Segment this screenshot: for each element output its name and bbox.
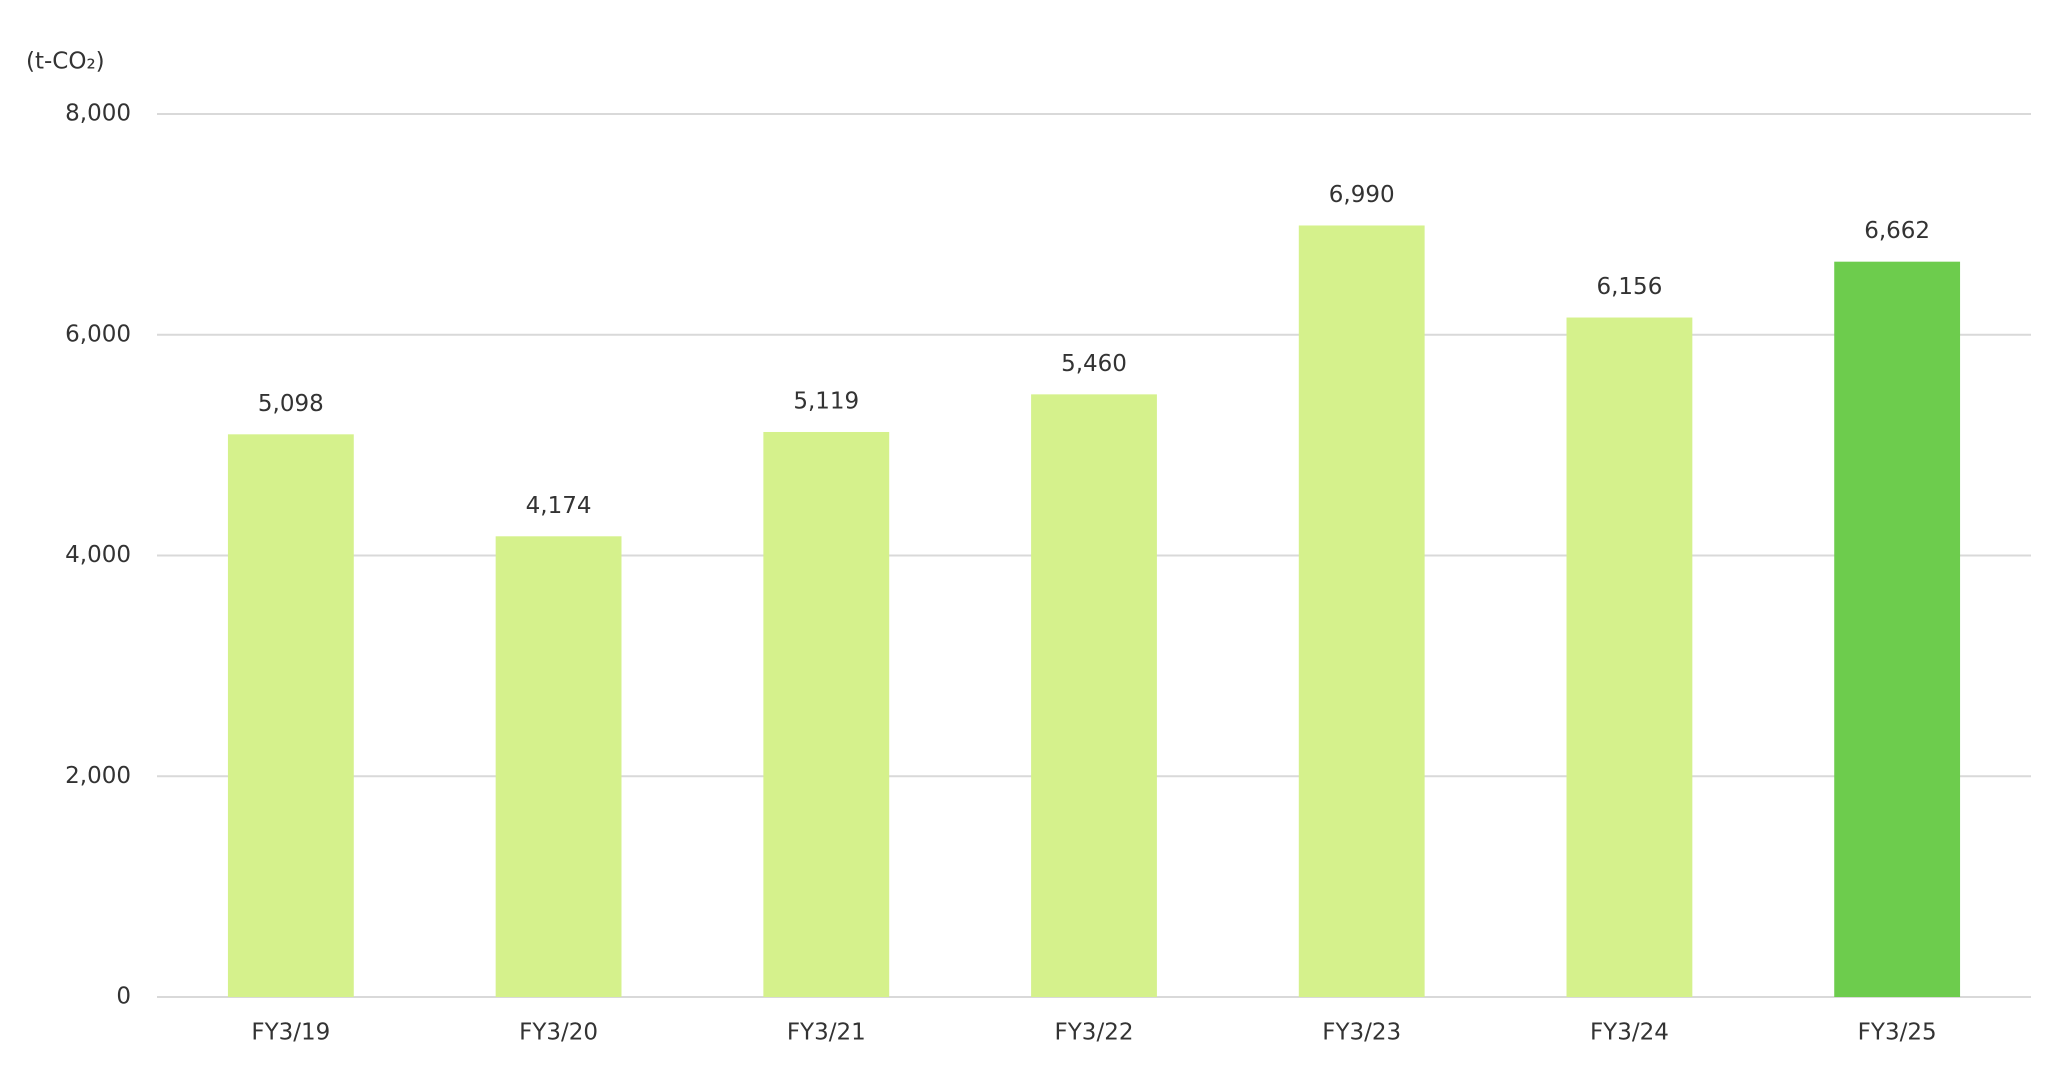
bar: [495, 536, 622, 997]
value-label: 6,156: [1596, 274, 1662, 300]
bar: [1031, 394, 1157, 997]
value-label: 6,662: [1864, 218, 1930, 244]
bar: [763, 431, 890, 998]
y-tick-label: 0: [116, 984, 131, 1010]
y-axis-label: (t-CO₂): [26, 49, 105, 75]
bar: [1834, 261, 1961, 997]
x-tick-label: FY3/24: [1590, 1020, 1669, 1046]
x-tick-label: FY3/21: [787, 1020, 866, 1046]
y-tick-label: 6,000: [65, 321, 131, 347]
bar: [227, 434, 354, 998]
bar: [1566, 317, 1693, 997]
value-label: 6,990: [1329, 182, 1395, 208]
value-label: 5,098: [258, 391, 324, 417]
x-tick-label: FY3/19: [251, 1020, 330, 1046]
y-tick-label: 8,000: [65, 101, 131, 127]
y-tick-label: 4,000: [65, 542, 131, 568]
y-tick-label: 2,000: [65, 763, 131, 789]
value-label: 4,174: [526, 493, 592, 519]
x-tick-label: FY3/23: [1322, 1020, 1401, 1046]
x-tick-label: FY3/20: [519, 1020, 598, 1046]
x-tick-label: FY3/22: [1055, 1020, 1134, 1046]
value-label: 5,119: [793, 388, 859, 414]
value-label: 5,460: [1061, 351, 1127, 377]
bar: [1298, 225, 1425, 997]
x-tick-label: FY3/25: [1858, 1020, 1937, 1046]
